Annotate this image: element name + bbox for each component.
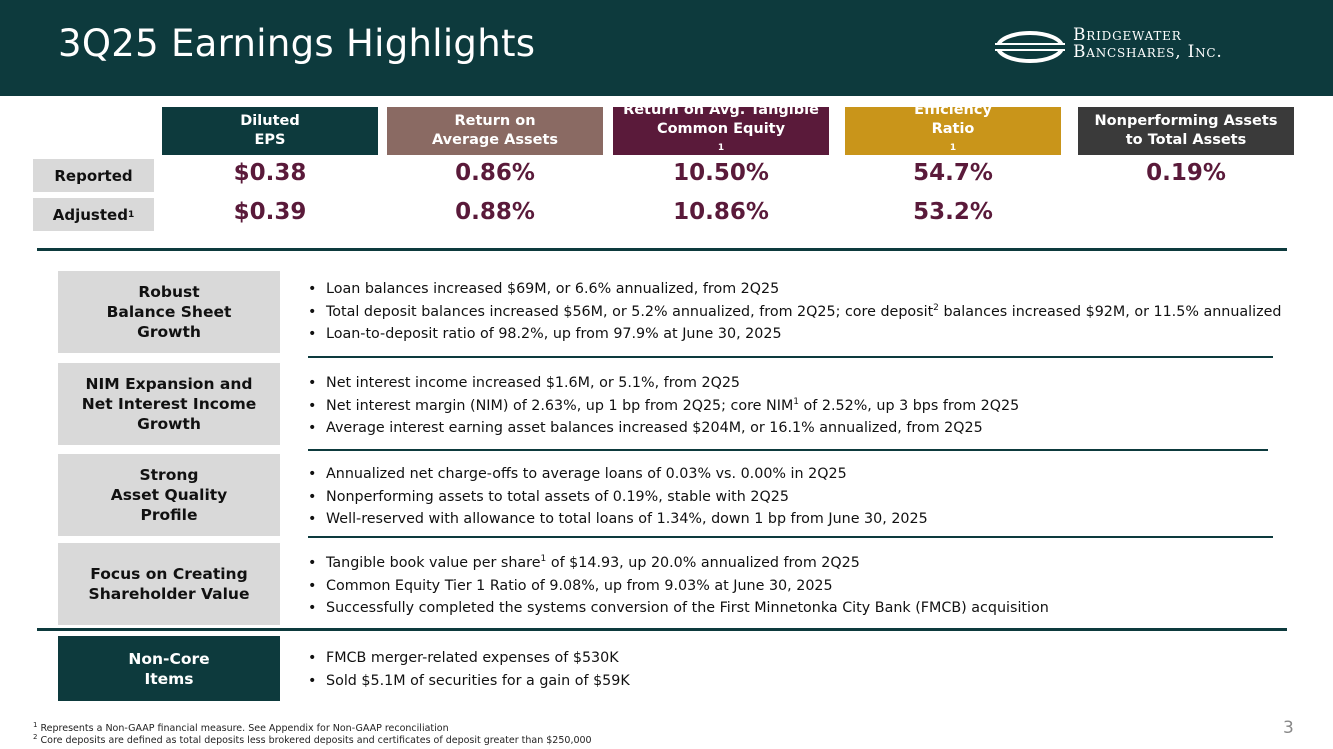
list-item: Annualized net charge-offs to average lo… [308, 463, 928, 486]
category-balance-sheet: Robust Balance Sheet Growth [58, 271, 280, 353]
logo-line-1: Bridgewater [1073, 25, 1182, 45]
footnote-1: 1 Represents a Non-GAAP financial measur… [33, 721, 449, 735]
bridge-logo-icon [995, 31, 1065, 63]
category-shareholder-value: Focus on Creating Shareholder Value [58, 543, 280, 625]
divider-top [37, 248, 1287, 251]
metric-header-roaa: Return on Average Assets [387, 107, 603, 155]
list-item: Loan-to-deposit ratio of 98.2%, up from … [308, 323, 1281, 346]
list-item: Net interest margin (NIM) of 2.63%, up 1… [308, 395, 1019, 418]
list-item: Total deposit balances increased $56M, o… [308, 301, 1281, 324]
value-rotce-reported: 10.50% [673, 160, 769, 186]
divider [308, 536, 1273, 538]
value-efficiency-adjusted: 53.2% [913, 199, 993, 225]
bullets-balance-sheet: Loan balances increased $69M, or 6.6% an… [308, 278, 1281, 346]
value-rotce-adjusted: 10.86% [673, 199, 769, 225]
bullets-non-core-items: FMCB merger-related expenses of $530K So… [308, 647, 630, 692]
list-item: Common Equity Tier 1 Ratio of 9.08%, up … [308, 575, 1049, 598]
category-nim-expansion: NIM Expansion and Net Interest Income Grow… [58, 363, 280, 445]
list-item: Sold $5.1M of securities for a gain of $… [308, 670, 630, 693]
logo-line-2: Bancshares, Inc. [1073, 42, 1223, 62]
bullets-asset-quality: Annualized net charge-offs to average lo… [308, 463, 928, 531]
page-title: 3Q25 Earnings Highlights [58, 22, 536, 65]
logo-wordmark: Bridgewater Bancshares, Inc. [1073, 27, 1223, 61]
value-roaa-adjusted: 0.88% [455, 199, 535, 225]
list-item: Loan balances increased $69M, or 6.6% an… [308, 278, 1281, 301]
value-npa-reported: 0.19% [1146, 160, 1226, 186]
list-item: Nonperforming assets to total assets of … [308, 486, 928, 509]
value-roaa-reported: 0.86% [455, 160, 535, 186]
footnote-2: 2 Core deposits are defined as total dep… [33, 733, 592, 747]
category-asset-quality: Strong Asset Quality Profile [58, 454, 280, 536]
category-non-core-items: Non-Core Items [58, 636, 280, 701]
list-item: FMCB merger-related expenses of $530K [308, 647, 630, 670]
value-efficiency-reported: 54.7% [913, 160, 993, 186]
metric-header-efficiency: Efficiency Ratio 1 [845, 102, 1061, 155]
list-item: Average interest earning asset balances … [308, 417, 1019, 440]
metric-header-rotce: Return on Avg. Tangible Common Equity 1 [613, 102, 829, 155]
row-label-reported: Reported [33, 159, 154, 192]
divider-bottom [37, 628, 1287, 631]
list-item: Net interest income increased $1.6M, or … [308, 372, 1019, 395]
value-eps-adjusted: $0.39 [233, 199, 307, 225]
bullets-shareholder-value: Tangible book value per share1 of $14.93… [308, 552, 1049, 620]
list-item: Successfully completed the systems conve… [308, 597, 1049, 620]
metric-header-npa: Nonperforming Assets to Total Assets [1078, 107, 1294, 155]
company-logo: Bridgewater Bancshares, Inc. [995, 27, 1295, 67]
row-label-adjusted: Adjusted 1 [33, 198, 154, 231]
page-number: 3 [1283, 718, 1294, 738]
divider [308, 356, 1273, 358]
metric-header-diluted-eps: Diluted EPS [162, 107, 378, 155]
value-eps-reported: $0.38 [233, 160, 307, 186]
list-item: Well-reserved with allowance to total lo… [308, 508, 928, 531]
header-bar: 3Q25 Earnings Highlights Bridgewater Ban… [0, 0, 1333, 96]
list-item: Tangible book value per share1 of $14.93… [308, 552, 1049, 575]
bullets-nim-expansion: Net interest income increased $1.6M, or … [308, 372, 1019, 440]
divider [308, 449, 1268, 451]
